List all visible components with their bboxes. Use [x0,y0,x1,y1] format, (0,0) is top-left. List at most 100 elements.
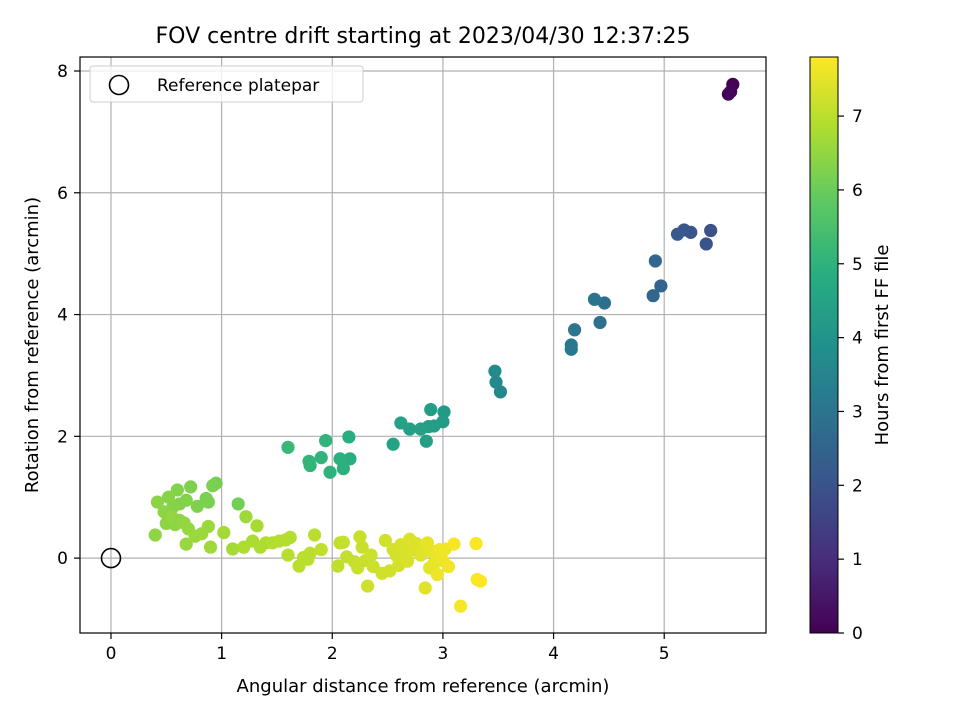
colorbar-tick-label: 2 [852,476,863,496]
x-tick-label: 1 [216,644,227,664]
colorbar-tick-label: 1 [852,550,863,570]
x-tick-label: 5 [659,644,670,664]
data-point [364,548,378,562]
plot-frame [79,56,767,634]
data-point [206,479,220,493]
x-axis-label: Angular distance from reference (arcmin) [237,676,610,697]
data-point [587,292,602,306]
data-point [400,554,415,568]
data-point [179,537,193,551]
data-point [199,491,213,506]
data-point [314,451,328,465]
data-point [437,405,451,419]
data-point [203,540,218,554]
colorbar: 0 1 2 3 4 5 6 7 Hours from first FF file [809,56,893,644]
colorbar-tick-label: 6 [852,181,863,201]
data-point [721,87,735,101]
data-point [414,422,428,436]
data-point [281,548,295,562]
data-point [469,536,483,551]
data-point [564,342,578,356]
data-point [699,237,713,251]
x-tick-label: 2 [327,644,338,664]
x-tick-label: 0 [106,644,117,664]
data-point [184,480,198,494]
data-point [342,430,356,444]
colorbar-tick-label: 4 [852,329,863,349]
data-point [454,599,468,613]
scatter-points [148,77,740,613]
data-point [430,567,444,582]
legend-marker-icon [108,74,130,96]
data-point [323,465,337,479]
data-point [343,452,357,466]
data-point [386,437,400,451]
data-point [201,519,215,534]
data-point [170,483,184,497]
data-point [331,559,345,573]
chart-title: FOV centre drift starting at 2023/04/30 … [156,24,691,49]
data-point [226,542,240,556]
data-point [394,416,408,430]
data-point [281,440,295,454]
legend-box [89,65,364,103]
data-point [489,375,503,389]
x-tick-label: 3 [438,644,449,664]
data-point [283,530,297,545]
data-point [567,323,582,337]
data-point [307,528,322,542]
data-point [231,497,245,511]
data-point [302,454,316,468]
data-point [704,223,718,238]
y-axis-ticks: 0 2 4 6 8 [57,62,80,569]
data-point [488,364,502,378]
data-point [190,499,204,513]
y-tick-label: 6 [57,184,68,204]
y-tick-label: 2 [57,427,68,447]
y-axis-label: Rotation from reference (arcmin) [22,197,43,493]
x-axis-ticks: 0 1 2 3 4 5 [106,633,670,664]
colorbar-tick-label: 5 [852,255,863,275]
colorbar-label: Hours from first FF file [872,245,893,446]
data-point [161,490,176,504]
legend: Reference platepar [89,65,364,103]
data-point [148,528,162,542]
data-point [150,495,165,509]
data-point [593,315,607,330]
data-point [648,254,662,268]
colorbar-tick-label: 0 [852,624,863,644]
data-point [314,542,328,557]
legend-entry-label: Reference platepar [157,76,319,96]
data-point [646,289,660,303]
data-point [303,546,317,560]
x-tick-label: 4 [548,644,559,664]
reference-point-marker [100,547,122,569]
y-tick-label: 0 [57,549,68,569]
data-point [250,519,264,533]
data-point [319,433,333,448]
data-point [217,525,231,540]
colorbar-tick-label: 3 [852,402,863,422]
data-point [333,452,347,466]
y-tick-label: 4 [57,306,68,326]
data-point [353,530,367,544]
data-point [237,540,251,554]
data-point [424,402,438,417]
data-point [419,434,433,448]
data-point [597,296,612,310]
data-point [336,535,350,549]
data-point [361,579,375,593]
colorbar-bar [809,56,839,634]
data-point [378,533,392,548]
colorbar-ticks: 0 1 2 3 4 5 6 7 [838,107,863,644]
data-point [654,279,668,293]
data-point [355,540,369,554]
colorbar-tick-label: 7 [852,107,863,127]
data-point [670,227,685,241]
data-point [239,510,253,524]
data-point [473,574,488,588]
data-point [441,560,456,574]
data-point [418,581,432,595]
y-tick-label: 8 [57,62,68,82]
